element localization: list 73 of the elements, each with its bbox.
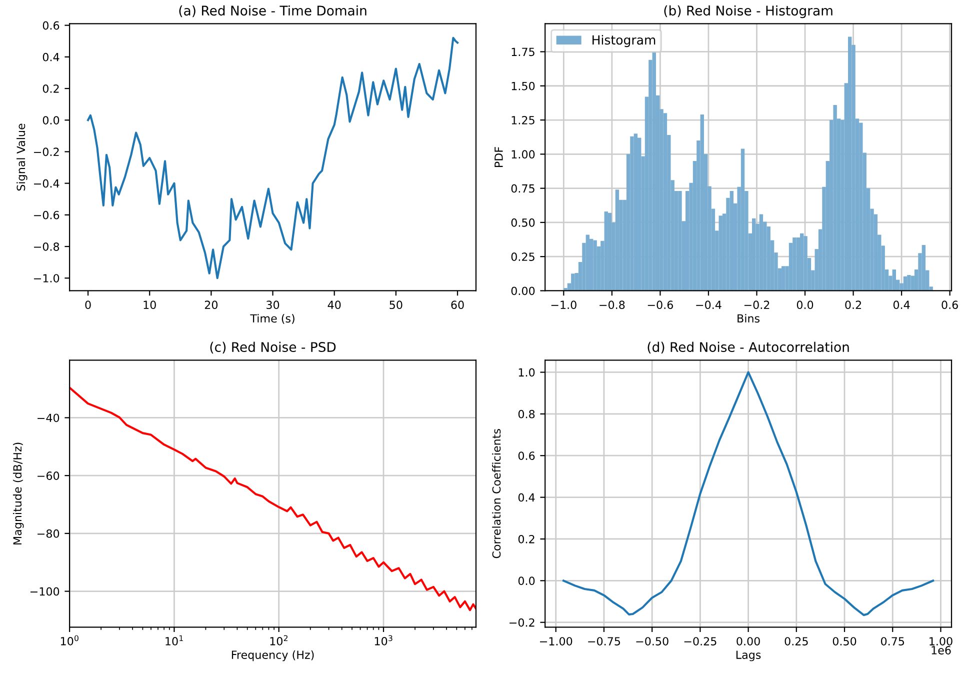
x-axis-title: Lags [736,650,761,662]
x-tick-label: −1.00 [540,637,572,646]
y-tick-label: −40 [38,414,60,422]
y-tick-label: 0.0 [518,576,535,586]
y-tick-label: 0.25 [511,252,534,261]
x-tick-label: −0.6 [648,300,673,310]
chart-title: (d) Red Noise - Autocorrelation [648,342,849,354]
x-tick-label: 1.00 [930,637,952,646]
x-tick-label: 0.4 [893,300,910,310]
legend-label: Histogram [592,34,656,48]
x-tick-label: −0.2 [744,300,770,310]
x-tick-label: 60 [451,300,464,310]
y-tick-label: 0.6 [42,21,60,30]
y-tick-label: 0.4 [518,493,535,502]
x-tick-label: 0.25 [784,637,808,646]
y-tick-label: 0.75 [511,184,534,193]
y-tick-label: −0.4 [34,179,60,188]
x-tick-label: 30 [266,300,280,310]
y-tick-label: 0.4 [42,52,60,62]
y-axis-title: Magnitude (dB/Hz) [13,442,24,544]
x-tick-label: −0.4 [696,300,722,310]
y-tick-label: 1.50 [512,82,535,90]
y-tick-label: 1.00 [512,150,535,159]
x-tick-label: 10 [144,300,156,310]
x-axis-title: Frequency (Hz) [232,650,314,662]
y-tick-label: −0.2 [34,148,59,156]
x-axis-title: Bins [738,314,760,323]
x-tick-label: 10$^{3}$ [374,635,392,646]
x-tick-label: 0.00 [736,637,760,646]
y-tick-label: 0.00 [511,286,535,296]
line-series [562,371,934,616]
y-tick-label: −1.0 [34,274,60,282]
y-axis-title: Signal Value [16,124,28,191]
x-tick-label: 0.0 [796,300,814,310]
x-tick-label: 40 [328,300,341,310]
y-axis-title: PDF [494,147,503,167]
x-tick-label: −0.50 [636,637,668,646]
chart-title: (c) Red Noise - PSD [210,342,336,354]
chart-title: (b) Red Noise - Histogram [664,5,832,18]
y-tick-label: 0.50 [511,218,535,227]
y-tick-label: 1.75 [512,48,534,56]
x-tick-label: −0.8 [600,300,625,310]
y-tick-label: 1.0 [518,368,535,377]
x-tick-label: 0.50 [832,637,856,646]
x-tick-label: 20 [204,300,218,310]
x-tick-label: −0.75 [588,637,620,646]
y-tick-label: 0.8 [518,410,535,418]
x-axis-title: Time (s) [250,314,294,324]
x-tick-label: 0 [85,300,91,310]
y-tick-label: −60 [38,472,60,480]
x-tick-label: 50 [390,300,402,310]
y-tick-label: 0.0 [42,116,60,124]
y-tick-label: 0.2 [42,84,59,93]
x-tick-label: 10$^{2}$ [270,635,288,646]
x-tick-label: 0.6 [942,300,958,310]
y-tick-label: 0.6 [518,452,535,460]
y-tick-label: −100 [30,587,60,596]
y-tick-label: 0.2 [518,534,534,544]
x-tick-label: 0.75 [880,637,904,646]
x-tick-label: 10$^{0}$ [60,635,78,646]
x-tick-label: 10$^{1}$ [166,635,183,646]
x-tick-label: −0.25 [684,637,716,646]
text: 1e6 [932,646,951,654]
chart-title: (a) Red Noise - Time Domain [179,5,366,18]
x-tick-label: 0.2 [845,300,862,310]
line-series [86,36,459,280]
y-axis-title: Correlation Coefficients [492,429,501,558]
y-tick-label: 1.25 [512,116,534,124]
y-tick-label: −80 [38,529,60,538]
y-tick-label: −0.6 [34,210,60,220]
y-tick-label: −0.2 [510,618,534,627]
y-tick-label: −0.8 [34,242,60,251]
x-tick-label: −1.0 [551,300,576,310]
